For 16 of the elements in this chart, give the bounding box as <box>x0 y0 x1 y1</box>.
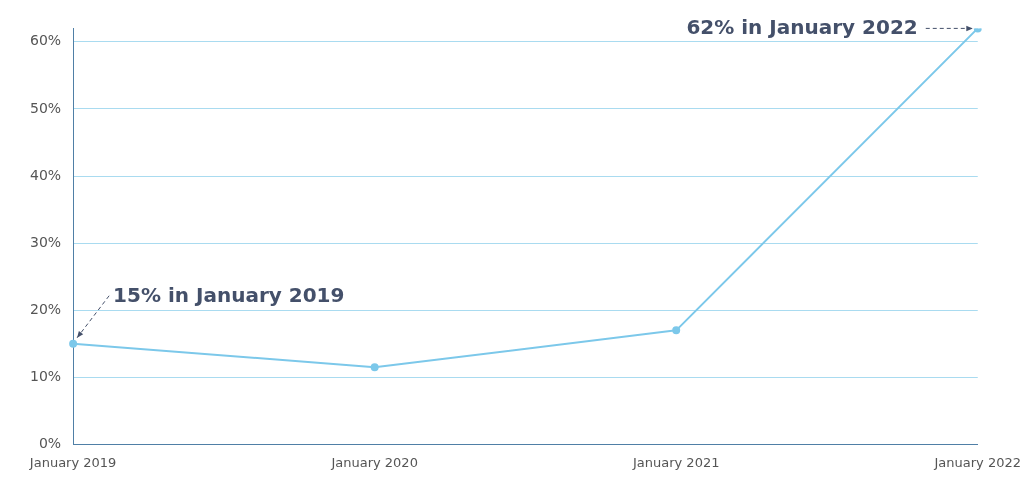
x-tick-label: January 2021 <box>631 454 720 470</box>
y-tick-label: 60% <box>29 32 62 49</box>
annotation: 15% in January 2019 <box>113 282 345 307</box>
x-tick-label: January 2022 <box>933 454 1021 470</box>
annotation: 62% in January 2022 <box>686 15 918 40</box>
y-tick-label: 40% <box>29 166 62 183</box>
point <box>69 339 78 348</box>
y-tick-label: 30% <box>29 233 62 250</box>
x-tick-label: January 2020 <box>330 454 418 470</box>
x-tick-label: January 2019 <box>28 454 117 470</box>
point <box>370 363 379 372</box>
y-tick-label: 10% <box>29 367 62 384</box>
point <box>672 326 681 335</box>
y-tick-label: 50% <box>29 99 62 116</box>
y-tick-label: 20% <box>29 300 62 317</box>
y-tick-label: 0% <box>38 435 62 452</box>
